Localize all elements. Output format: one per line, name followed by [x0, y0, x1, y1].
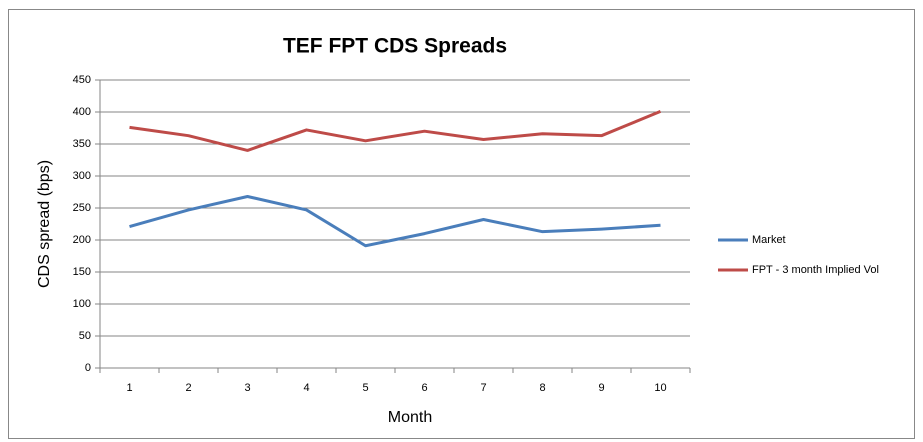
legend-label: Market: [752, 234, 786, 246]
y-tick-label: 200: [73, 234, 91, 246]
x-tick-label: 2: [185, 382, 191, 394]
x-tick-label: 3: [244, 382, 250, 394]
y-tick-label: 450: [73, 74, 91, 86]
y-tick-label: 250: [73, 202, 91, 214]
chart-title: TEF FPT CDS Spreads: [283, 35, 507, 58]
legend-label: FPT - 3 month Implied Vol: [752, 264, 879, 276]
y-tick-label: 0: [85, 362, 91, 374]
y-tick-label: 100: [73, 298, 91, 310]
x-axis-label: Month: [388, 409, 432, 426]
y-axis-label: CDS spread (bps): [36, 160, 53, 288]
series-line: [129, 194, 661, 248]
series-line: [129, 109, 662, 152]
x-tick-label: 1: [126, 382, 132, 394]
x-tick-label: 9: [598, 382, 604, 394]
x-tick-label: 8: [539, 382, 545, 394]
y-tick-label: 50: [79, 330, 91, 342]
y-tick-label: 350: [73, 138, 91, 150]
x-tick-label: 6: [421, 382, 427, 394]
x-tick-label: 7: [480, 382, 486, 394]
x-tick-label: 4: [303, 382, 309, 394]
x-tick-label: 5: [362, 382, 368, 394]
y-tick-label: 150: [73, 266, 91, 278]
y-tick-label: 300: [73, 170, 91, 182]
x-tick-label: 10: [654, 382, 666, 394]
y-tick-label: 400: [73, 106, 91, 118]
